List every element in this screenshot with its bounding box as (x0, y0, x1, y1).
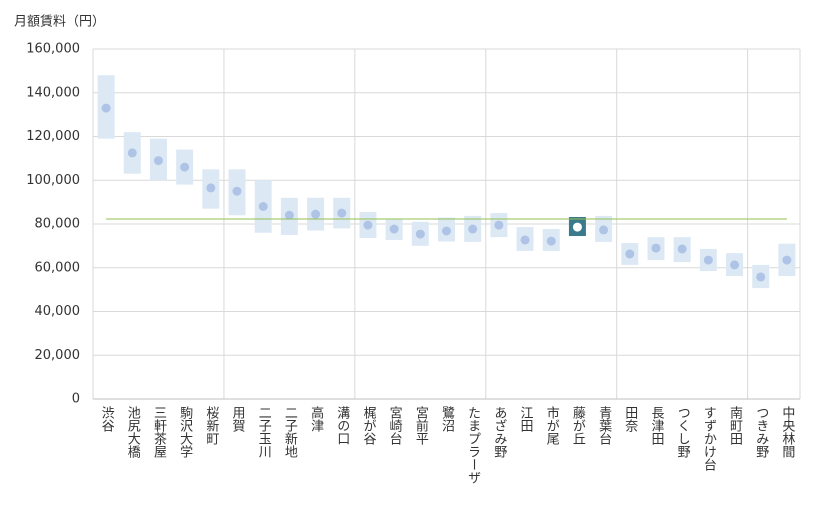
y-tick-label: 100,000 (26, 173, 80, 188)
x-tick-label: 南町田 (727, 405, 743, 445)
x-tick-label: 田奈 (622, 406, 638, 432)
x-tick-label: 長津田 (648, 406, 664, 445)
median-dot (415, 229, 425, 239)
x-tick-label: すずかけ台 (701, 406, 716, 471)
x-tick-label: 三軒茶屋 (151, 406, 167, 459)
median-dot (258, 202, 268, 211)
median-dot (651, 243, 661, 253)
x-tick-label: 渋谷 (99, 406, 115, 432)
x-tick-label: あざみ野 (491, 406, 507, 458)
x-tick-label: 鷺沼 (439, 405, 455, 432)
y-tick-label: 160,000 (26, 42, 80, 57)
x-tick-label: 宮前平 (413, 405, 429, 445)
x-tick-label: たまプラーザ (465, 406, 481, 484)
median-dot (180, 162, 190, 172)
x-tick-label: 青葉台 (596, 406, 612, 445)
y-axis-title: 月額賃料（円） (14, 15, 105, 30)
median-dot (730, 260, 740, 270)
median-dot (494, 220, 504, 230)
x-tick-label: 駒沢大学 (177, 406, 193, 458)
x-tick-label: 市が尾 (544, 405, 560, 446)
y-tick-label: 140,000 (26, 85, 80, 100)
median-dot (546, 236, 556, 246)
x-tick-label: 溝の口 (334, 406, 350, 445)
x-tick-label: 用賀 (230, 406, 246, 432)
y-tick-label: 40,000 (35, 304, 81, 319)
y-tick-label: 60,000 (35, 260, 81, 275)
median-dot (206, 183, 216, 193)
median-dot (572, 222, 582, 232)
median-dot (442, 226, 451, 236)
x-tick-label: 桜新町 (203, 406, 219, 445)
median-dot (756, 272, 766, 282)
median-dot (311, 209, 321, 219)
median-dot (389, 224, 399, 234)
x-tick-label: 二子玉川 (256, 406, 272, 458)
x-tick-label: 中央林間 (779, 406, 795, 459)
median-dot (101, 103, 111, 113)
x-tick-label: 宮崎台 (387, 405, 403, 445)
median-dot (127, 148, 137, 158)
median-dot (625, 249, 635, 259)
median-dot (337, 208, 347, 218)
x-tick-label: 池尻大橋 (125, 406, 141, 459)
median-dot (782, 255, 792, 265)
y-tick-label: 80,000 (35, 217, 81, 232)
x-tick-label: 梶が谷 (360, 406, 376, 445)
median-dot (703, 255, 713, 265)
y-tick-label: 120,000 (26, 129, 80, 144)
median-dot (284, 210, 294, 220)
x-tick-label: 藤が丘 (570, 406, 586, 445)
x-tick-label: 二子新地 (282, 406, 298, 458)
median-dot (677, 244, 687, 254)
y-tick-label: 20,000 (35, 348, 81, 363)
x-tick-label: つくし野 (675, 406, 691, 458)
median-dot (468, 224, 478, 234)
median-dot (520, 235, 530, 245)
median-dot (232, 186, 242, 196)
x-tick-label: 高津 (308, 405, 324, 432)
median-dot (599, 225, 609, 235)
x-tick-label: 江田 (518, 406, 534, 432)
median-dot (153, 156, 163, 166)
median-dot (363, 220, 373, 230)
x-tick-label: つきみ野 (753, 406, 769, 458)
y-tick-label: 0 (72, 392, 80, 407)
